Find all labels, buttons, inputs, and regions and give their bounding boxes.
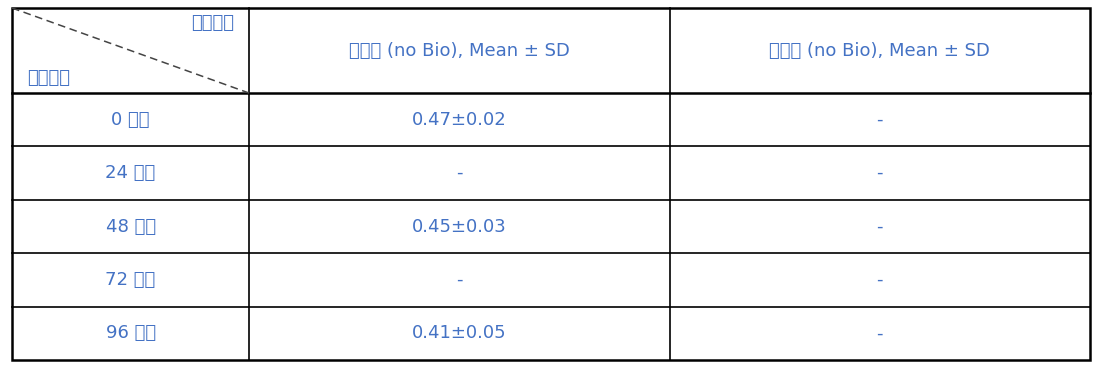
Text: -: -	[876, 271, 883, 289]
Text: 0.47±0.02: 0.47±0.02	[412, 111, 507, 129]
Text: 경과시간: 경과시간	[28, 69, 71, 87]
Text: -: -	[456, 271, 463, 289]
Text: -: -	[876, 111, 883, 129]
Text: 48 시간: 48 시간	[106, 217, 155, 236]
Text: -: -	[876, 324, 883, 342]
Text: -: -	[876, 164, 883, 182]
Text: -: -	[456, 164, 463, 182]
Text: 24 시간: 24 시간	[106, 164, 155, 182]
Text: 지수식 (no Bio), Mean ± SD: 지수식 (no Bio), Mean ± SD	[349, 42, 570, 60]
Text: -: -	[876, 217, 883, 236]
Text: 0.41±0.05: 0.41±0.05	[412, 324, 507, 342]
Text: 유수식 (no Bio), Mean ± SD: 유수식 (no Bio), Mean ± SD	[769, 42, 991, 60]
Text: 0.45±0.03: 0.45±0.03	[412, 217, 507, 236]
Text: 0 시간: 0 시간	[111, 111, 150, 129]
Text: 96 시간: 96 시간	[106, 324, 155, 342]
Text: 72 시간: 72 시간	[106, 271, 155, 289]
Text: 시험항목: 시험항목	[191, 14, 234, 32]
